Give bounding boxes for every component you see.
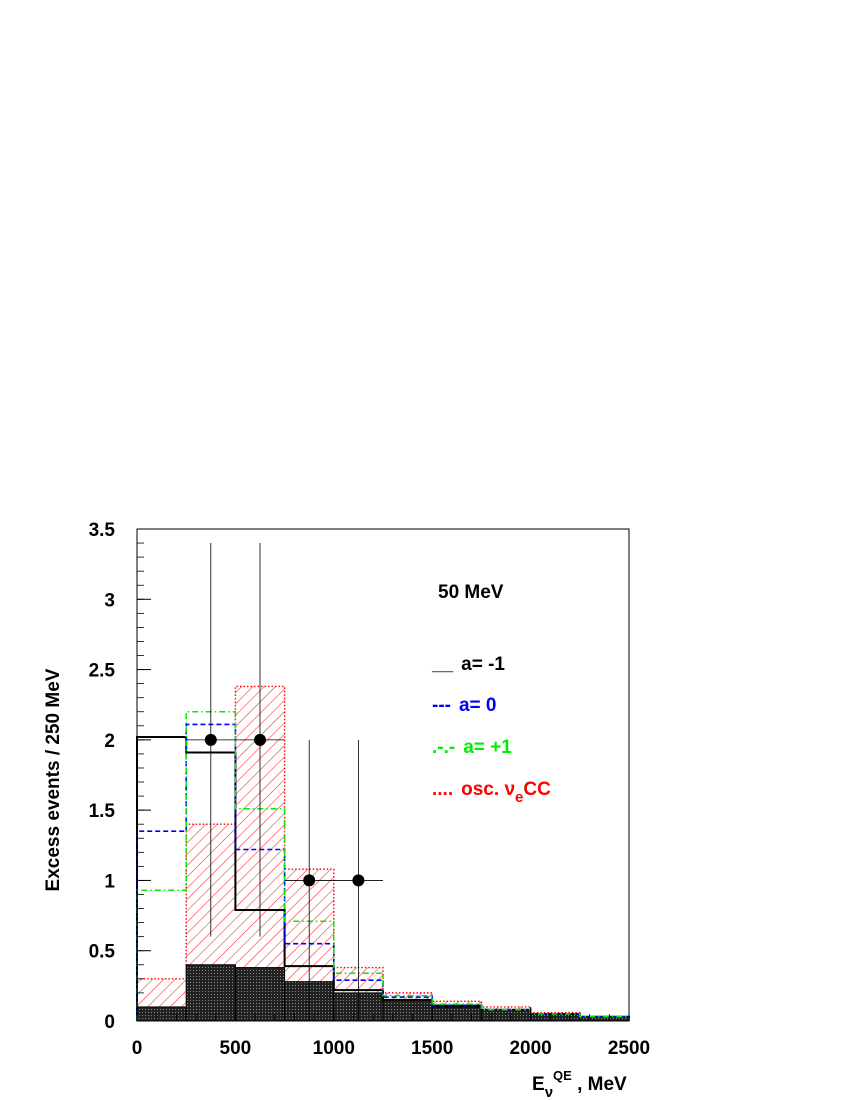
background-bar — [234, 967, 286, 1022]
data-point — [352, 874, 365, 887]
legend-marker-a-plus-1: .-.- — [432, 737, 455, 758]
legend-label-osc-suffix: CC — [523, 779, 551, 800]
y-tick-label: 0 — [104, 1012, 115, 1033]
legend-entry-a-minus-1: __ a= -1 — [431, 654, 505, 675]
y-tick-label: 2 — [104, 731, 115, 752]
x-tick-label: 2000 — [509, 1038, 551, 1059]
legend-entry-osc-nue-cc: .... osc. νeCC — [432, 779, 551, 806]
y-tick-label: 3.5 — [89, 520, 116, 541]
x-tick-label: 2500 — [608, 1038, 650, 1059]
background-bar — [530, 1013, 581, 1022]
y-tick-label: 1 — [104, 871, 115, 892]
x-tick-label: 500 — [220, 1038, 252, 1059]
legend-label-osc: osc. — [461, 779, 504, 800]
x-tick-label: 1000 — [313, 1038, 355, 1059]
y-tick-label: 1.5 — [89, 801, 116, 822]
legend-label-a-minus-1: a= -1 — [461, 654, 505, 675]
y-tick-label: 0.5 — [89, 942, 116, 963]
x-tick-label: 1500 — [411, 1038, 453, 1059]
plot-frame — [136, 528, 630, 1022]
legend-label-osc-sub: e — [515, 789, 523, 806]
data-point — [254, 733, 266, 746]
x-axis-title: EνQE , MeV — [532, 1068, 627, 1100]
data-point — [204, 733, 217, 746]
legend-label-a-0: a= 0 — [459, 695, 497, 716]
energy-annotation: 50 MeV — [438, 582, 504, 603]
data-point — [303, 874, 316, 887]
x-axis-title-unit: , MeV — [572, 1074, 627, 1095]
x-axis-title-sup: QE — [553, 1068, 572, 1083]
legend: __ a= -1 --- a= 0 .-.- a= +1 .... osc. νeCC — [431, 654, 551, 806]
y-axis-title: Excess events / 250 MeV — [43, 668, 64, 891]
background-bar — [382, 999, 433, 1022]
y-tick-label: 2.5 — [89, 661, 116, 682]
legend-entry-a-0: --- a= 0 — [432, 695, 497, 716]
x-tick-label: 0 — [132, 1038, 143, 1059]
legend-label-a-plus-1: a= +1 — [463, 737, 512, 758]
x-axis-title-sub: ν — [545, 1084, 553, 1100]
legend-marker-a-0: --- — [432, 695, 451, 716]
background-bar — [480, 1009, 532, 1022]
legend-marker-osc: .... — [432, 779, 453, 800]
background-bar — [136, 1006, 187, 1022]
legend-label-osc-nu: ν — [504, 779, 515, 800]
legend-entry-a-plus-1: .-.- a= +1 — [432, 737, 512, 758]
x-axis-title-main: E — [532, 1074, 545, 1095]
background-bar — [431, 1006, 482, 1022]
plot-area: 0 0.5 1 1.5 2 2.5 3 3.5 0 500 1000 1500 2000 2500 — [89, 520, 651, 1059]
y-tick-label: 3 — [104, 590, 115, 611]
legend-marker-a-minus-1: __ — [431, 654, 454, 675]
background-bar — [185, 964, 236, 1022]
